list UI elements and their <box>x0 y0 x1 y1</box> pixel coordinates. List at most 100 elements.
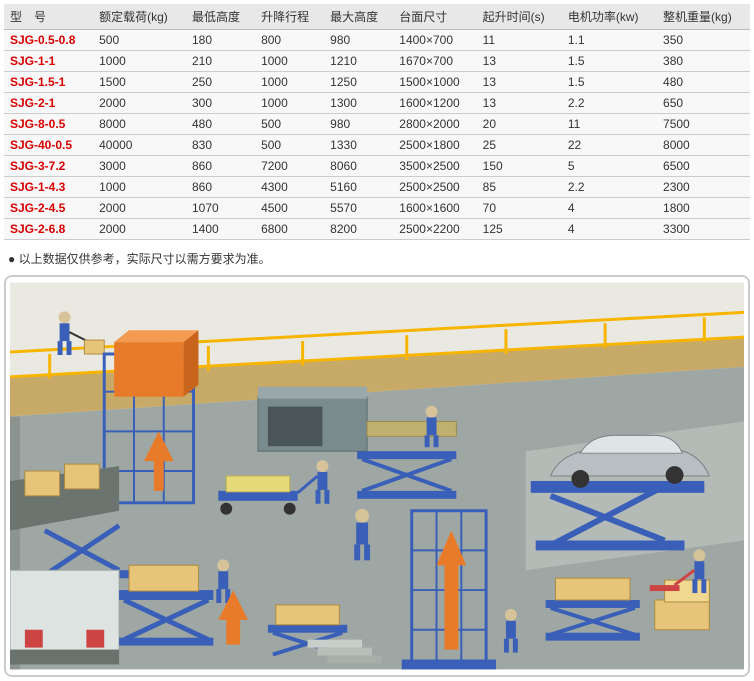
data-cell: 1300 <box>324 93 393 114</box>
data-cell: 1.1 <box>562 30 657 51</box>
data-cell: 1800 <box>657 198 750 219</box>
data-cell: 2000 <box>93 198 186 219</box>
data-cell: 20 <box>477 114 562 135</box>
data-cell: 980 <box>324 30 393 51</box>
data-cell: 830 <box>186 135 255 156</box>
col-header: 最低高度 <box>186 4 255 30</box>
data-cell: 210 <box>186 51 255 72</box>
data-cell: 5 <box>562 156 657 177</box>
data-cell: 1400 <box>186 219 255 240</box>
data-cell: 2000 <box>93 93 186 114</box>
data-cell: 85 <box>477 177 562 198</box>
data-cell: 7200 <box>255 156 324 177</box>
model-cell: SJG-40-0.5 <box>4 135 93 156</box>
model-cell: SJG-2-4.5 <box>4 198 93 219</box>
data-cell: 250 <box>186 72 255 93</box>
warehouse-illustration <box>10 281 744 671</box>
model-cell: SJG-2-1 <box>4 93 93 114</box>
col-header: 整机重量(kg) <box>657 4 750 30</box>
table-row: SJG-8-0.580004805009802800×200020117500 <box>4 114 750 135</box>
data-cell: 8060 <box>324 156 393 177</box>
data-cell: 1600×1200 <box>393 93 476 114</box>
data-cell: 1000 <box>93 177 186 198</box>
data-cell: 3300 <box>657 219 750 240</box>
data-cell: 860 <box>186 177 255 198</box>
data-cell: 500 <box>93 30 186 51</box>
col-header: 起升时间(s) <box>477 4 562 30</box>
data-cell: 350 <box>657 30 750 51</box>
spec-table: 型 号额定载荷(kg)最低高度升降行程最大高度台面尺寸起升时间(s)电机功率(k… <box>4 4 750 240</box>
data-cell: 300 <box>186 93 255 114</box>
data-cell: 2500×1800 <box>393 135 476 156</box>
data-cell: 180 <box>186 30 255 51</box>
data-cell: 1330 <box>324 135 393 156</box>
model-cell: SJG-1-4.3 <box>4 177 93 198</box>
col-header: 升降行程 <box>255 4 324 30</box>
table-row: SJG-2-4.520001070450055701600×1600704180… <box>4 198 750 219</box>
model-cell: SJG-8-0.5 <box>4 114 93 135</box>
data-cell: 1250 <box>324 72 393 93</box>
data-cell: 2000 <box>93 219 186 240</box>
table-row: SJG-2-12000300100013001600×1200132.2650 <box>4 93 750 114</box>
data-cell: 2.2 <box>562 93 657 114</box>
data-cell: 25 <box>477 135 562 156</box>
data-cell: 8000 <box>93 114 186 135</box>
model-cell: SJG-0.5-0.8 <box>4 30 93 51</box>
data-cell: 500 <box>255 114 324 135</box>
data-cell: 150 <box>477 156 562 177</box>
data-cell: 480 <box>657 72 750 93</box>
data-cell: 8200 <box>324 219 393 240</box>
col-header: 型 号 <box>4 4 93 30</box>
model-cell: SJG-3-7.2 <box>4 156 93 177</box>
data-cell: 1000 <box>255 51 324 72</box>
data-cell: 2500×2200 <box>393 219 476 240</box>
data-cell: 1670×700 <box>393 51 476 72</box>
data-cell: 480 <box>186 114 255 135</box>
data-cell: 1000 <box>255 93 324 114</box>
data-cell: 800 <box>255 30 324 51</box>
col-header: 最大高度 <box>324 4 393 30</box>
model-cell: SJG-1-1 <box>4 51 93 72</box>
table-row: SJG-1-4.31000860430051602500×2500852.223… <box>4 177 750 198</box>
footnote: ● 以上数据仅供参考，实际尺寸以需方要求为准。 <box>8 250 746 267</box>
data-cell: 1070 <box>186 198 255 219</box>
data-cell: 650 <box>657 93 750 114</box>
data-cell: 7500 <box>657 114 750 135</box>
illustration-frame <box>4 275 750 677</box>
data-cell: 11 <box>562 114 657 135</box>
data-cell: 1500×1000 <box>393 72 476 93</box>
data-cell: 1.5 <box>562 72 657 93</box>
data-cell: 2500×2500 <box>393 177 476 198</box>
data-cell: 6500 <box>657 156 750 177</box>
model-cell: SJG-1.5-1 <box>4 72 93 93</box>
data-cell: 8000 <box>657 135 750 156</box>
table-row: SJG-3-7.23000860720080603500×25001505650… <box>4 156 750 177</box>
table-row: SJG-0.5-0.85001808009801400×700111.1350 <box>4 30 750 51</box>
data-cell: 380 <box>657 51 750 72</box>
data-cell: 3000 <box>93 156 186 177</box>
data-cell: 5570 <box>324 198 393 219</box>
data-cell: 22 <box>562 135 657 156</box>
data-cell: 13 <box>477 72 562 93</box>
data-cell: 2800×2000 <box>393 114 476 135</box>
table-row: SJG-40-0.54000083050013302500×1800252280… <box>4 135 750 156</box>
data-cell: 1210 <box>324 51 393 72</box>
data-cell: 2300 <box>657 177 750 198</box>
table-row: SJG-1-11000210100012101670×700131.5380 <box>4 51 750 72</box>
data-cell: 1400×700 <box>393 30 476 51</box>
data-cell: 4 <box>562 219 657 240</box>
data-cell: 500 <box>255 135 324 156</box>
data-cell: 40000 <box>93 135 186 156</box>
data-cell: 4500 <box>255 198 324 219</box>
data-cell: 980 <box>324 114 393 135</box>
data-cell: 1000 <box>93 51 186 72</box>
data-cell: 4300 <box>255 177 324 198</box>
data-cell: 1600×1600 <box>393 198 476 219</box>
data-cell: 13 <box>477 93 562 114</box>
data-cell: 1000 <box>255 72 324 93</box>
data-cell: 6800 <box>255 219 324 240</box>
data-cell: 4 <box>562 198 657 219</box>
table-row: SJG-2-6.820001400680082002500×2200125433… <box>4 219 750 240</box>
data-cell: 1500 <box>93 72 186 93</box>
data-cell: 860 <box>186 156 255 177</box>
